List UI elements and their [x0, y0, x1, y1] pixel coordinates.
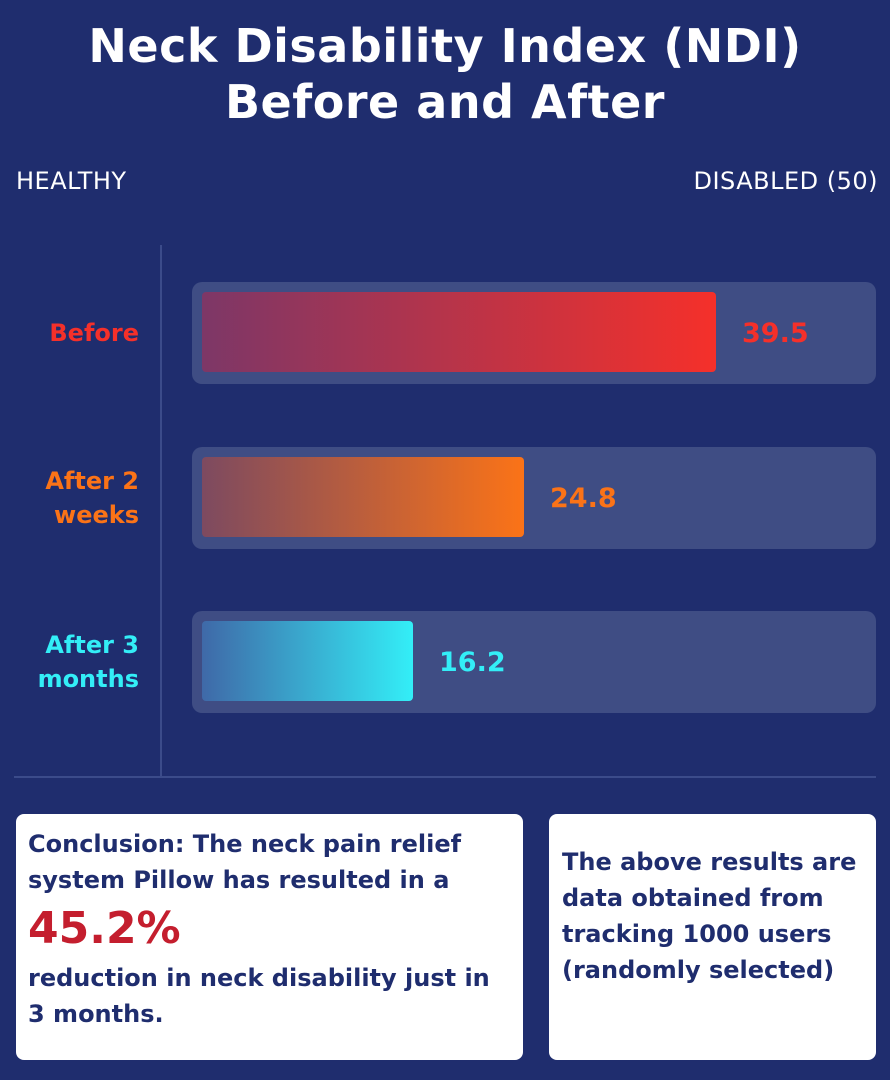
value-label-after-3-months: 16.2 — [439, 646, 506, 678]
category-axis-line — [160, 245, 162, 777]
category-label-line: After 2 — [45, 467, 139, 495]
bar-row-before: Before 39.5 — [0, 282, 890, 384]
category-label-before: Before — [0, 282, 139, 384]
category-label-line: After 3 — [45, 631, 139, 659]
bar-before — [202, 292, 716, 372]
value-label-after-2-weeks: 24.8 — [550, 482, 617, 514]
title-line-1: Neck Disability Index (NDI) — [88, 19, 802, 73]
section-divider — [14, 776, 876, 778]
scale-disabled-label: DISABLED (50) — [693, 167, 878, 195]
category-label-after-3-months: After 3 months — [0, 611, 139, 713]
category-label-line: months — [37, 665, 139, 693]
bar-after-2-weeks — [202, 457, 524, 537]
bar-row-after-3-months: After 3 months 16.2 — [0, 611, 890, 713]
bar-after-3-months — [202, 621, 413, 701]
reduction-percent: 45.2% — [28, 903, 181, 954]
chart-title: Neck Disability Index (NDI) Before and A… — [0, 18, 890, 130]
value-label-before: 39.5 — [742, 317, 809, 349]
category-label-line: Before — [49, 319, 139, 347]
conclusion-text-continued: reduction in neck disability just in 3 m… — [28, 964, 490, 1028]
bar-row-after-2-weeks: After 2 weeks 24.8 — [0, 447, 890, 549]
scale-healthy-label: HEALTHY — [16, 167, 127, 195]
title-line-2: Before and After — [225, 75, 665, 129]
category-label-line: weeks — [54, 501, 139, 529]
conclusion-card: Conclusion: The neck pain relief system … — [16, 814, 523, 1060]
data-source-card: The above results are data obtained from… — [549, 814, 876, 1060]
data-source-text: The above results are data obtained from… — [562, 848, 857, 984]
conclusion-text: Conclusion: The neck pain relief system … — [28, 830, 462, 894]
category-label-after-2-weeks: After 2 weeks — [0, 447, 139, 549]
